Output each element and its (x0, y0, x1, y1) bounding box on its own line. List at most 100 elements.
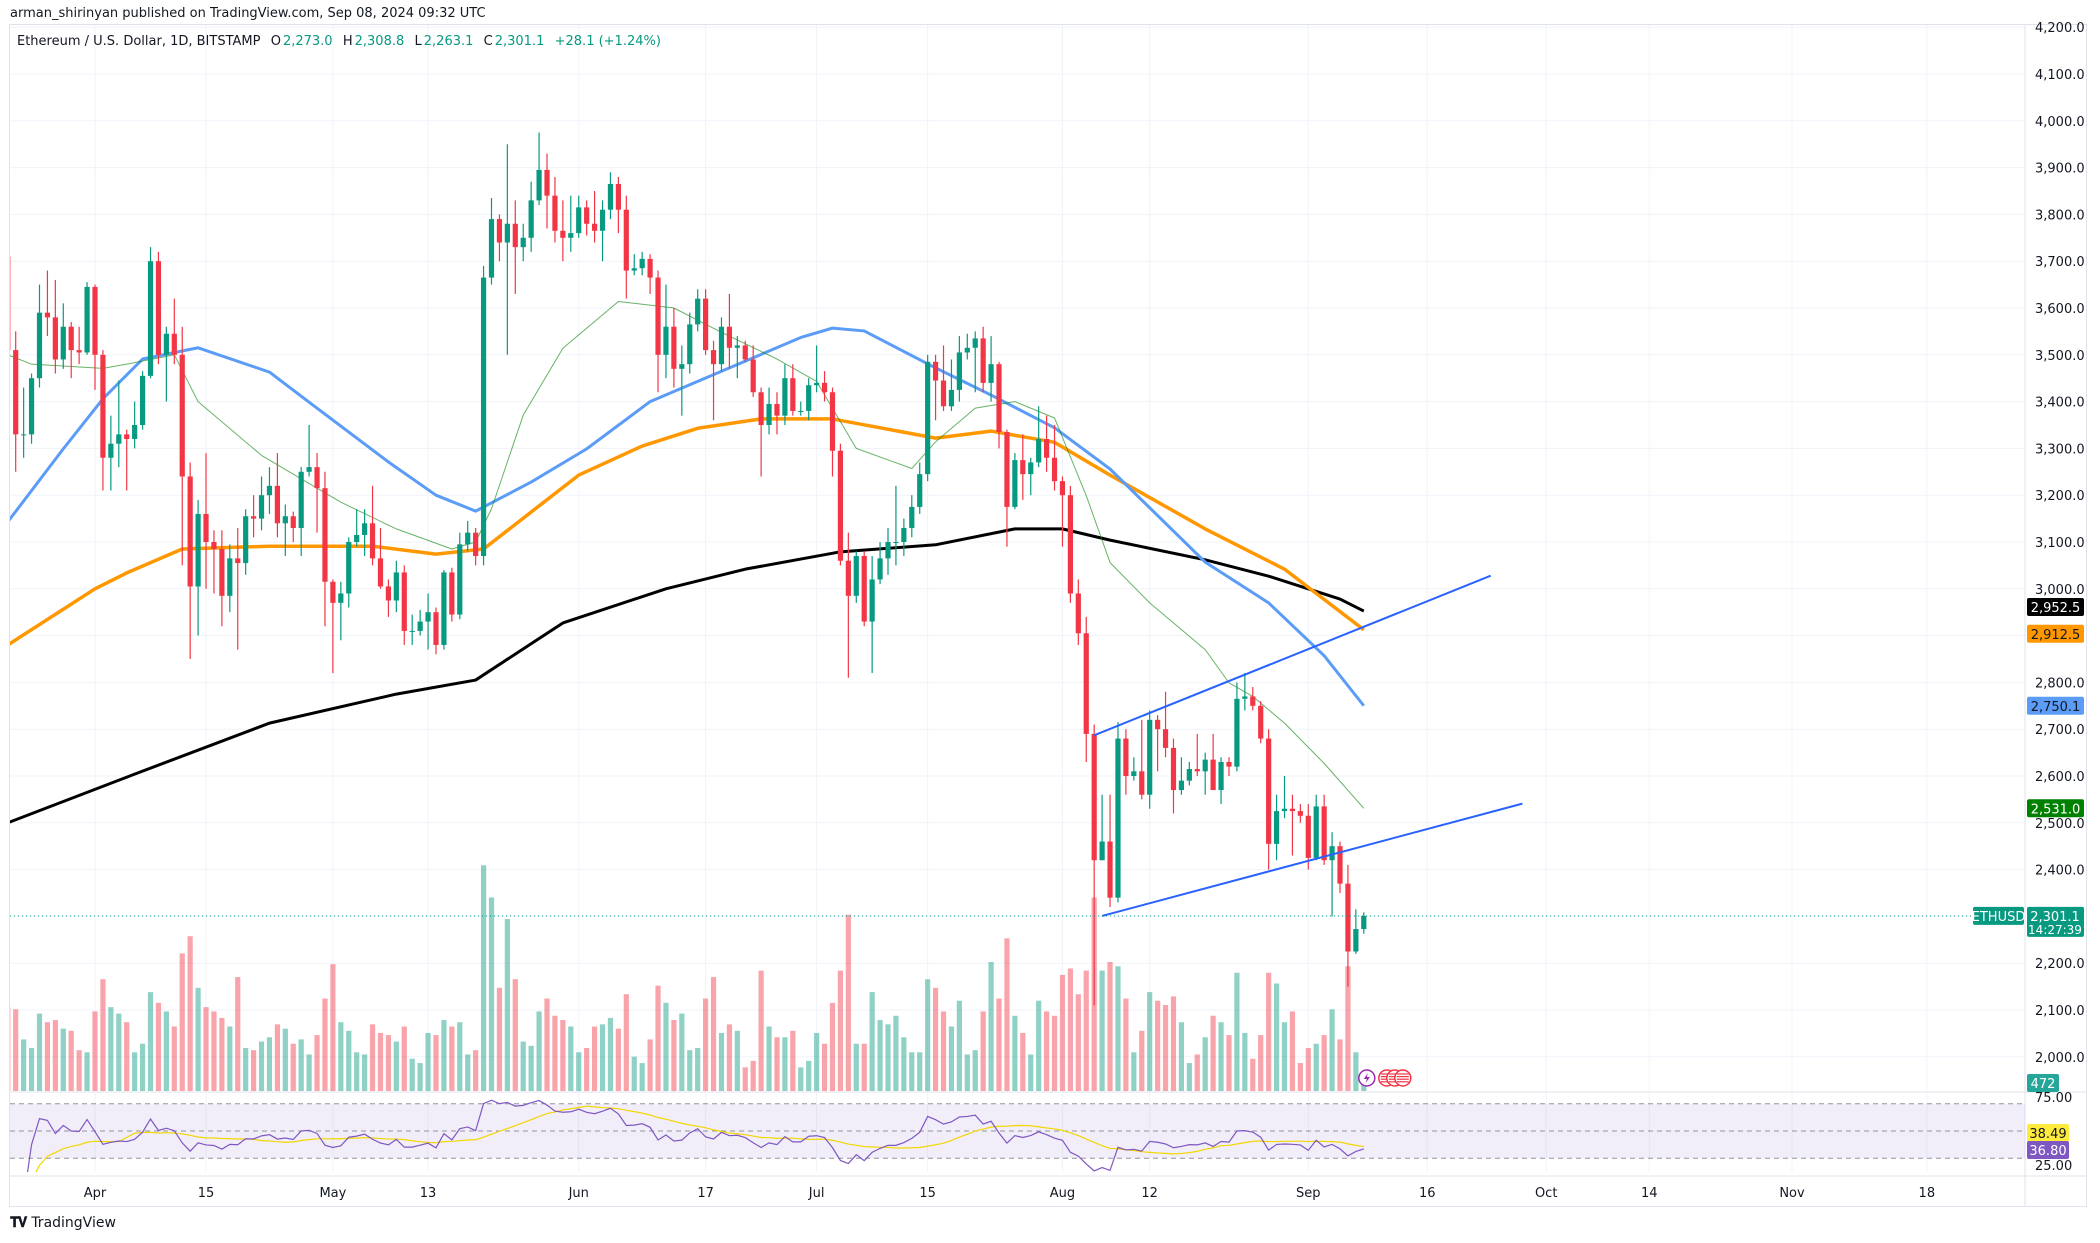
time-tick-label: 14 (1641, 1186, 1658, 1201)
candle-body (488, 219, 495, 278)
candle-body (496, 219, 503, 243)
candle-body (219, 549, 225, 596)
volume-bar (132, 1052, 138, 1091)
candle-body (1337, 846, 1343, 884)
symbol-tag: ETHUSD (1972, 910, 2026, 925)
candle-body (100, 354, 106, 458)
volume-bar (917, 1052, 923, 1091)
volume-bar (790, 1030, 796, 1091)
volume-bar (520, 1041, 526, 1091)
candle-body (655, 277, 661, 355)
candle-body (964, 347, 970, 353)
candle-body (1020, 460, 1026, 475)
candle-body (227, 558, 233, 596)
volume-bar (298, 1039, 304, 1091)
price-tick-label: 2,400.0 (2035, 864, 2085, 879)
candle-body (932, 361, 939, 381)
rsi-value-tag: 36.80 (2029, 1144, 2066, 1159)
rsi-tick-label: 25.00 (2035, 1159, 2072, 1174)
candle-body (425, 612, 431, 622)
candle-body (465, 532, 471, 545)
volume-bar (734, 1030, 740, 1091)
candle-body (441, 572, 447, 645)
volume-bar (814, 1032, 820, 1091)
volume-bar (925, 979, 931, 1091)
candle-body (885, 542, 891, 559)
candle-body (1178, 780, 1185, 791)
candle-body (322, 488, 328, 582)
volume-bar (1345, 966, 1351, 1091)
volume-bar (314, 1035, 320, 1091)
footer-brand[interactable]: 𝐓𝐕 TradingView (10, 1215, 116, 1231)
rsi-line (26, 1099, 1364, 1172)
candle-body (1044, 439, 1050, 458)
candle-body (354, 534, 360, 542)
price-tick-label: 2,600.0 (2035, 770, 2085, 785)
candle-body (282, 516, 288, 524)
price-pane (10, 132, 1523, 1091)
candle-body (607, 183, 614, 210)
candle-body (1258, 705, 1264, 739)
candle-body (346, 542, 352, 594)
volume-bar (806, 1060, 812, 1091)
volume-bar (1258, 1035, 1264, 1091)
candle-body (92, 286, 98, 355)
volume-bar (21, 1039, 27, 1091)
candle-body (528, 200, 534, 238)
candle-body (449, 572, 455, 615)
ma200-line (10, 527, 1365, 824)
candle-body (893, 542, 899, 543)
candle-body (377, 558, 384, 587)
candle-body (1028, 462, 1034, 475)
price-tick-label: 3,200.0 (2035, 489, 2085, 504)
volume-bar (60, 1028, 66, 1091)
candle-body (798, 410, 804, 412)
last-price-tag-bg (2027, 906, 2084, 937)
volume-bar (584, 1048, 590, 1091)
volume-bar (1194, 1054, 1200, 1091)
candle-body (1004, 432, 1010, 507)
candle-body (1242, 696, 1248, 699)
volume-bar (536, 1011, 542, 1091)
candle-body (1099, 841, 1105, 861)
candle-body (845, 560, 851, 596)
lightning-glyph-icon (1363, 1073, 1370, 1083)
candle-body (10, 256, 11, 351)
volume-bar (266, 1037, 273, 1091)
price-tick-label: 3,300.0 (2035, 442, 2085, 457)
candle-body (76, 350, 82, 353)
volume-bar (163, 1011, 169, 1091)
volume-bar (750, 1060, 756, 1091)
time-tick-label: 12 (1141, 1186, 1158, 1201)
volume-bar (1353, 1052, 1359, 1091)
candle-body (869, 579, 875, 622)
volume-bar (853, 1043, 859, 1091)
volume-bar (1218, 1022, 1224, 1091)
volume-bar (1051, 1015, 1058, 1091)
us-flag-event-icon (1394, 1069, 1412, 1087)
volume-bar (187, 936, 193, 1091)
volume-bar (1266, 972, 1272, 1091)
volume-bar (710, 977, 717, 1091)
volume-bar (1147, 992, 1153, 1091)
candle-body (163, 333, 169, 355)
time-tick-label: 16 (1419, 1186, 1436, 1201)
open-label: O (270, 34, 281, 49)
volume-bar (1297, 1063, 1303, 1091)
symbol-title[interactable]: Ethereum / U.S. Dollar, 1D, BITSTAMP (17, 34, 261, 49)
volume-bar (1067, 968, 1073, 1091)
candle-body (996, 364, 1002, 433)
candle-body (457, 544, 463, 615)
price-tick-label: 4,200.0 (2035, 21, 2085, 36)
volume-bar (92, 1011, 98, 1091)
volume-bar (821, 1043, 828, 1091)
volume-bar (766, 1026, 772, 1091)
high-label: H (342, 34, 353, 49)
candle-body (251, 516, 257, 519)
volume-bar (480, 865, 487, 1091)
candle-body (385, 586, 392, 601)
volume-bar (139, 1043, 146, 1091)
candle-body (829, 392, 836, 451)
volume-bar (1186, 1063, 1192, 1091)
